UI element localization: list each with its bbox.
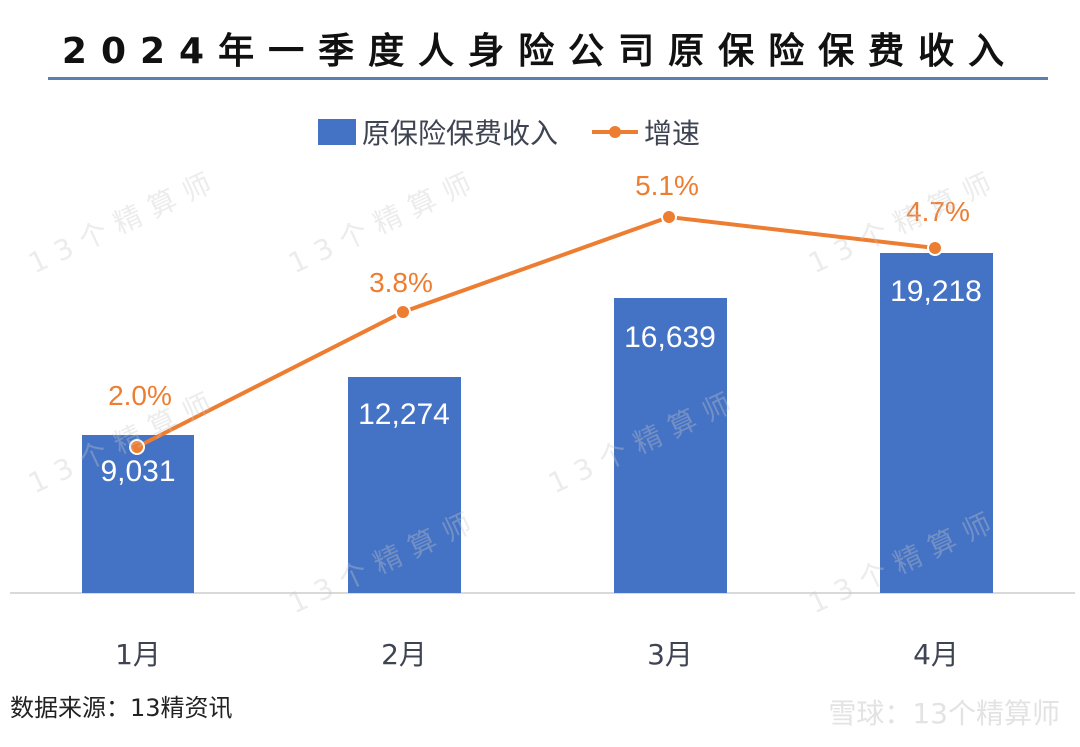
- line-marker-swatch-icon: [592, 119, 639, 145]
- bar-swatch-icon: [318, 119, 356, 145]
- x-tick-label: 1月: [115, 638, 161, 671]
- title-divider: [48, 77, 1048, 80]
- growth-value-label: 3.8%: [369, 267, 433, 298]
- chart-legend: 原保险保费收入 增速: [318, 112, 700, 152]
- bar-value-label: 12,274: [358, 398, 450, 431]
- bar-series: [82, 253, 993, 593]
- line-point-marker[interactable]: [395, 304, 411, 320]
- line-point-marker[interactable]: [661, 209, 677, 225]
- x-tick-label: 2月: [381, 638, 427, 671]
- legend-label-premium: 原保险保费收入: [362, 117, 559, 150]
- bar-mar[interactable]: [614, 298, 727, 593]
- bar-feb[interactable]: [348, 377, 461, 593]
- growth-value-label: 2.0%: [108, 380, 172, 411]
- brand-watermark: 雪球：13个精算师: [828, 697, 1060, 730]
- bar-value-label: 19,218: [890, 275, 982, 308]
- growth-value-label: 5.1%: [635, 170, 699, 201]
- x-tick-label: 3月: [647, 638, 693, 671]
- legend-item-growth[interactable]: 增速: [572, 112, 700, 152]
- line-point-marker[interactable]: [129, 439, 145, 455]
- bar-value-label: 16,639: [624, 321, 716, 354]
- legend-item-premium[interactable]: 原保险保费收入: [318, 112, 558, 152]
- bar-jan[interactable]: [82, 435, 194, 593]
- x-tick-label: 4月: [913, 638, 959, 671]
- data-source-note: 数据来源：13精资讯: [10, 694, 233, 722]
- legend-label-growth: 增速: [644, 117, 701, 150]
- bar-value-label: 9,031: [100, 455, 175, 488]
- chart-title: 2024年一季度人身险公司原保险保费收入: [61, 31, 1019, 72]
- growth-line: [136, 214, 936, 449]
- bar-apr[interactable]: [880, 253, 993, 593]
- line-point-marker[interactable]: [927, 240, 943, 256]
- growth-value-label: 4.7%: [906, 196, 970, 227]
